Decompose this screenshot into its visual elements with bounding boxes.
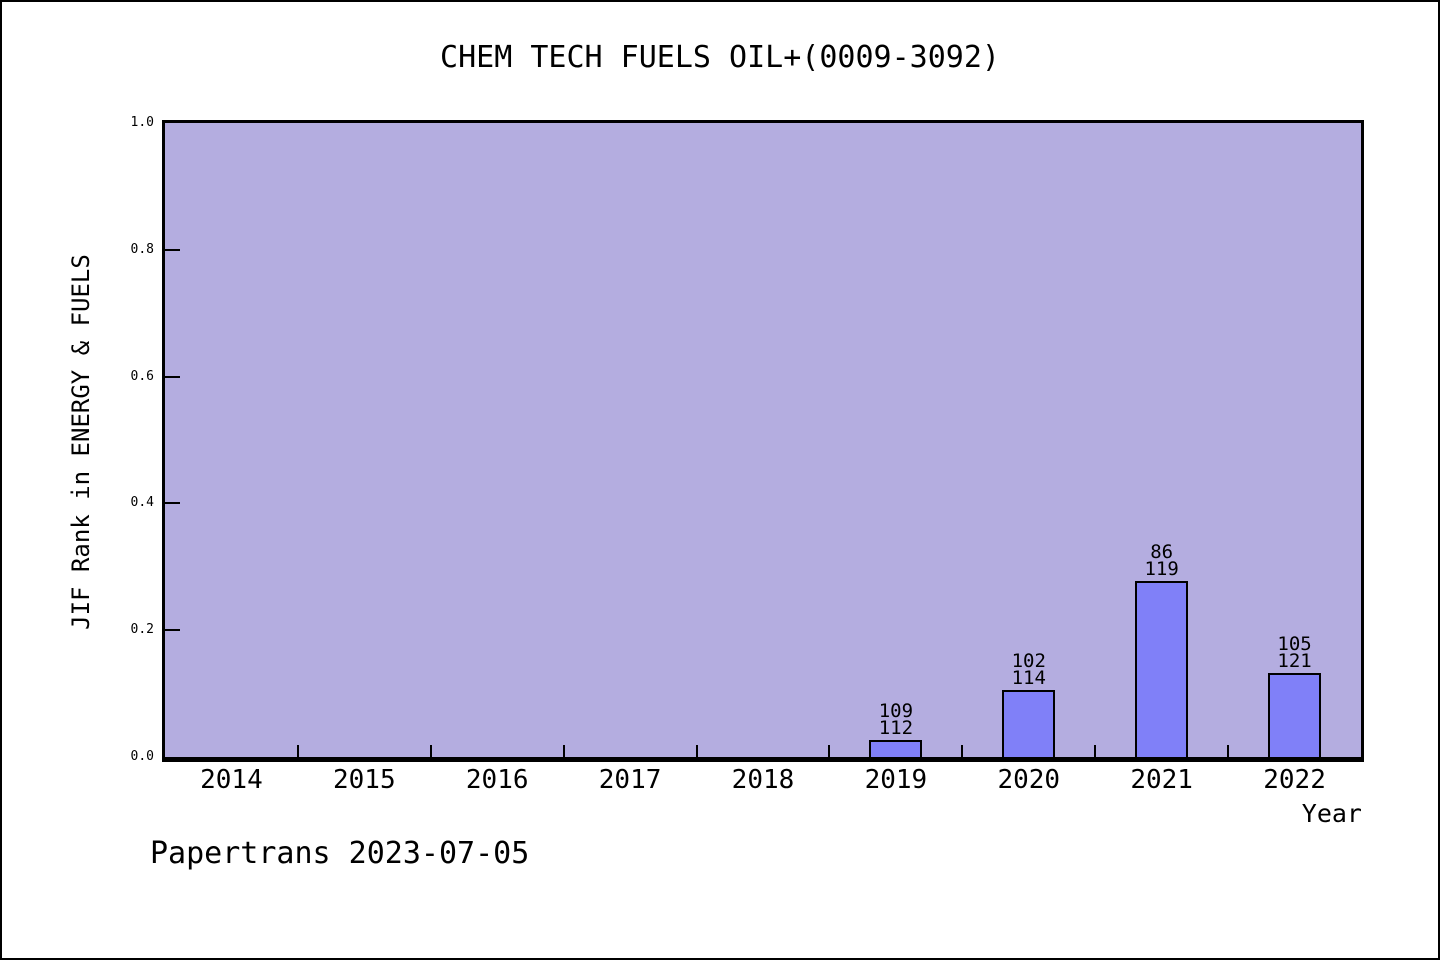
- y-tick: [165, 502, 180, 505]
- y-tick: [165, 248, 180, 251]
- x-tick: [961, 745, 964, 757]
- x-tick-label-2014: 2014: [200, 765, 263, 795]
- x-tick-label-2018: 2018: [731, 765, 795, 795]
- bar-2021: [1135, 581, 1189, 757]
- bar-label-2020: 102 114: [1011, 650, 1046, 689]
- bar-2020: [1002, 690, 1056, 757]
- y-tick-label-0.2: 0.2: [130, 622, 154, 638]
- x-tick-label-2015: 2015: [333, 765, 396, 795]
- y-tick: [165, 375, 180, 378]
- x-tick: [1094, 745, 1097, 757]
- y-tick-label-0.6: 0.6: [130, 368, 154, 384]
- x-tick: [562, 745, 565, 757]
- chart-title: CHEM TECH FUELS OIL+(0009-3092): [440, 40, 1000, 75]
- x-tick: [828, 745, 831, 757]
- y-tick-label-0.0: 0.0: [130, 749, 154, 764]
- bar-2022: [1268, 673, 1322, 757]
- y-axis-label: JIF Rank in ENERGY & FUELS: [67, 254, 95, 630]
- y-tick: [165, 629, 180, 632]
- x-tick-label-2021: 2021: [1130, 765, 1193, 795]
- x-tick-label-2020: 2020: [997, 765, 1061, 795]
- plot-area: [162, 120, 1364, 762]
- x-tick-label-2019: 2019: [864, 765, 928, 795]
- x-tick: [296, 745, 299, 757]
- x-tick-label-2022: 2022: [1263, 765, 1326, 795]
- x-tick: [429, 745, 432, 757]
- y-tick-label-1.0: 1.0: [130, 115, 154, 130]
- x-axis-label: Year: [1301, 799, 1362, 828]
- bar-label-2021: 86 119: [1144, 541, 1179, 580]
- y-tick-label-0.8: 0.8: [130, 241, 154, 257]
- footer-text: Papertrans 2023-07-05: [150, 836, 530, 871]
- x-tick: [1227, 745, 1230, 757]
- bar-label-2019: 109 112: [878, 700, 914, 739]
- bar-label-2022: 105 121: [1277, 633, 1312, 672]
- x-tick-label-2016: 2016: [465, 765, 529, 795]
- bar-2019: [869, 740, 923, 757]
- y-tick-label-0.4: 0.4: [130, 495, 154, 511]
- x-tick-label-2017: 2017: [598, 765, 662, 795]
- x-tick: [695, 745, 698, 757]
